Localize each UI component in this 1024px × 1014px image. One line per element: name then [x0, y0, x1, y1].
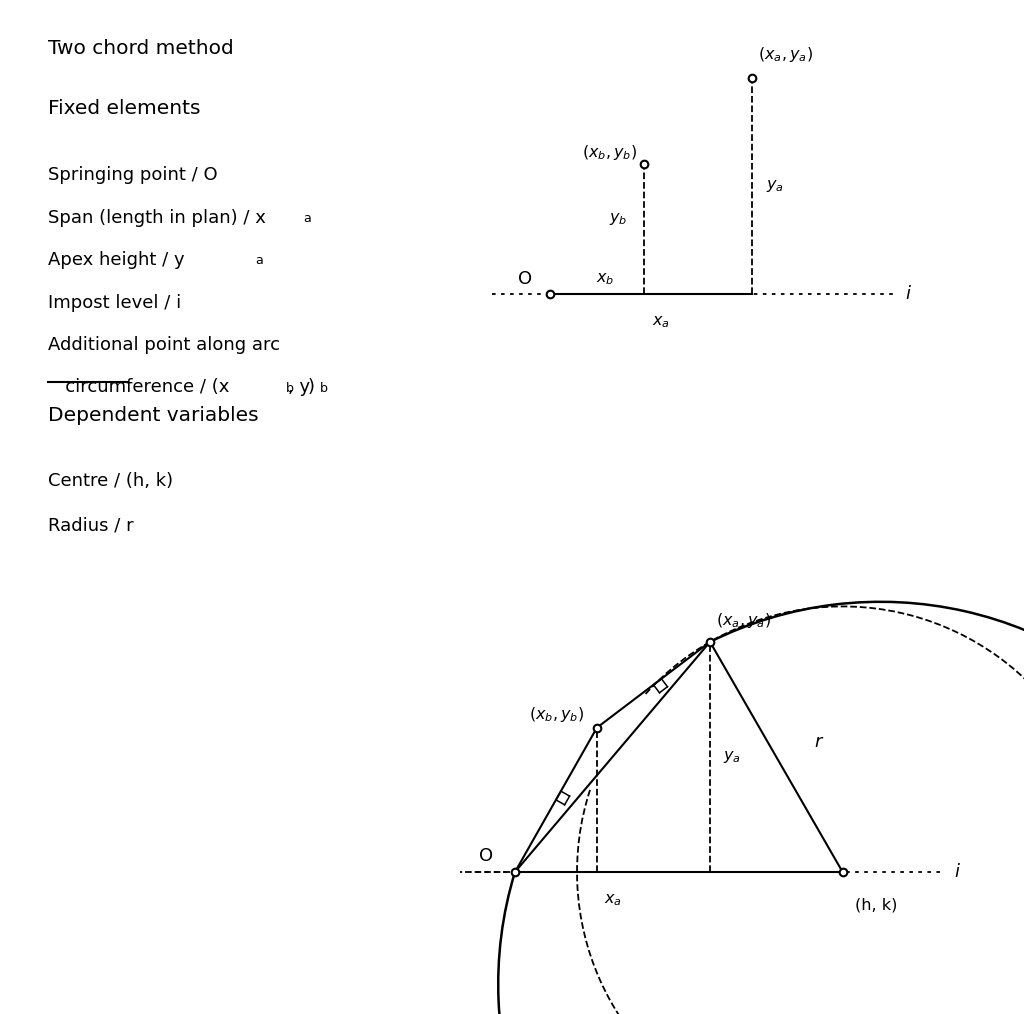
Text: $x_a$: $x_a$: [652, 314, 670, 330]
Text: $y_a$: $y_a$: [766, 178, 783, 194]
Text: $y_a$: $y_a$: [723, 749, 741, 765]
Text: Two chord method: Two chord method: [48, 39, 233, 58]
Text: $y_b$: $y_b$: [608, 211, 627, 227]
Text: $(x_a, y_a)$: $(x_a, y_a)$: [716, 610, 771, 630]
Text: $(x_b, y_b)$: $(x_b, y_b)$: [529, 705, 585, 724]
Text: Fixed elements: Fixed elements: [48, 99, 201, 118]
Text: $(x_b, y_b)$: $(x_b, y_b)$: [582, 143, 637, 162]
Text: Springing point / O: Springing point / O: [48, 166, 218, 184]
Text: $x_b$: $x_b$: [596, 272, 614, 287]
Text: i: i: [954, 863, 959, 881]
Text: Additional point along arc: Additional point along arc: [48, 336, 280, 354]
Text: a: a: [303, 212, 310, 224]
Text: O: O: [479, 847, 493, 865]
Text: , y: , y: [288, 378, 310, 396]
Text: Impost level / i: Impost level / i: [48, 293, 181, 311]
Text: $x_a$: $x_a$: [603, 892, 622, 908]
Text: Centre / (h, k): Centre / (h, k): [48, 472, 173, 490]
Text: Dependent variables: Dependent variables: [48, 406, 259, 425]
Text: ): ): [308, 378, 315, 396]
Text: i: i: [905, 285, 910, 303]
Text: r: r: [814, 733, 821, 751]
Text: b: b: [286, 381, 294, 394]
Text: (h, k): (h, k): [855, 897, 897, 912]
Text: O: O: [518, 270, 532, 288]
Text: Span (length in plan) / x: Span (length in plan) / x: [48, 209, 266, 226]
Text: Radius / r: Radius / r: [48, 516, 133, 534]
Text: circumference / (x: circumference / (x: [48, 378, 229, 396]
Text: a: a: [255, 254, 263, 267]
Text: $(x_a, y_a)$: $(x_a, y_a)$: [758, 45, 812, 64]
Text: Apex height / y: Apex height / y: [48, 251, 184, 269]
Text: b: b: [319, 381, 328, 394]
